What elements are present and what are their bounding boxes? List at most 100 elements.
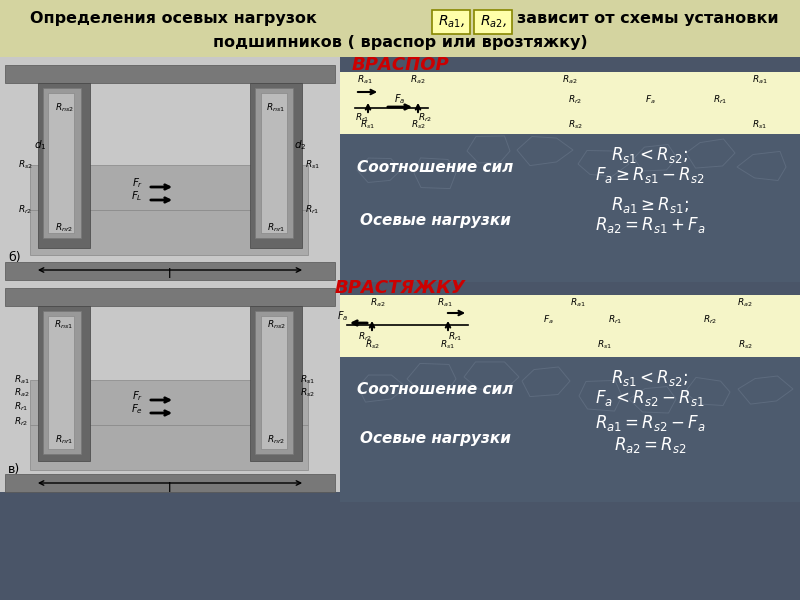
Bar bbox=[340, 357, 800, 502]
Text: $R_{nr2}$: $R_{nr2}$ bbox=[55, 222, 73, 234]
Text: $R_{r2}$: $R_{r2}$ bbox=[703, 314, 717, 326]
Text: $F_a \geq R_{s1} - R_{s2}$: $F_a \geq R_{s1} - R_{s2}$ bbox=[595, 165, 705, 185]
Text: $R_{a2} = R_{s2}$: $R_{a2} = R_{s2}$ bbox=[614, 435, 686, 455]
Text: $R_{r1}$: $R_{r1}$ bbox=[608, 314, 622, 326]
Text: $R_{s1} < R_{s2};$: $R_{s1} < R_{s2};$ bbox=[611, 145, 689, 165]
Text: Соотношение сил: Соотношение сил bbox=[357, 160, 513, 175]
Text: $R_{a1} \geq R_{s1};$: $R_{a1} \geq R_{s1};$ bbox=[611, 195, 689, 215]
Text: $R_{a2}$,: $R_{a2}$, bbox=[479, 14, 506, 30]
Bar bbox=[255, 88, 293, 238]
Bar bbox=[48, 93, 74, 233]
Text: $R_{s2}$: $R_{s2}$ bbox=[738, 339, 753, 351]
Text: зависит от схемы установки: зависит от схемы установки bbox=[517, 10, 778, 25]
Bar bbox=[261, 93, 287, 233]
Text: $R_{r2}$: $R_{r2}$ bbox=[358, 331, 372, 343]
Text: $R_{a2}$: $R_{a2}$ bbox=[370, 297, 386, 309]
Bar bbox=[5, 65, 335, 83]
Text: $R_{r1}$: $R_{r1}$ bbox=[448, 331, 462, 343]
Text: $R_{s2}$: $R_{s2}$ bbox=[300, 387, 315, 399]
Text: $F_r$: $F_r$ bbox=[132, 176, 143, 190]
Text: $R_{s2}$: $R_{s2}$ bbox=[410, 119, 426, 131]
Text: $R_{s2}$: $R_{s2}$ bbox=[18, 159, 33, 171]
Bar bbox=[48, 316, 74, 449]
Text: l: l bbox=[168, 269, 172, 281]
Bar bbox=[38, 83, 90, 248]
Text: $R_{s1}$: $R_{s1}$ bbox=[361, 119, 375, 131]
Bar bbox=[30, 165, 308, 210]
Text: $R_{r2}$: $R_{r2}$ bbox=[14, 416, 28, 428]
Text: $R_{r2}$: $R_{r2}$ bbox=[18, 204, 32, 216]
Text: $R_{ns1}$: $R_{ns1}$ bbox=[54, 319, 74, 331]
Bar bbox=[340, 134, 800, 282]
Text: $F_L$: $F_L$ bbox=[131, 189, 143, 203]
Text: ВРАСТЯЖКУ: ВРАСТЯЖКУ bbox=[334, 279, 466, 297]
Text: $F_a$: $F_a$ bbox=[542, 314, 554, 326]
Bar bbox=[5, 474, 335, 492]
Text: $R_{r2}$: $R_{r2}$ bbox=[568, 94, 582, 106]
Text: $R_{s1} < R_{s2};$: $R_{s1} < R_{s2};$ bbox=[611, 368, 689, 388]
Bar bbox=[432, 10, 470, 34]
Text: $F_a$: $F_a$ bbox=[645, 94, 655, 106]
Text: $d_2$: $d_2$ bbox=[294, 138, 306, 152]
Text: ВРАСПОР: ВРАСПОР bbox=[351, 56, 449, 74]
Bar bbox=[250, 306, 302, 461]
Bar bbox=[5, 262, 335, 280]
Bar bbox=[340, 72, 800, 134]
Text: $R_{s1}$: $R_{s1}$ bbox=[753, 119, 767, 131]
Text: $R_{s1}$: $R_{s1}$ bbox=[598, 339, 613, 351]
Text: $R_{nr1}$: $R_{nr1}$ bbox=[55, 434, 73, 446]
Text: l: l bbox=[168, 481, 172, 494]
Text: $R_{ns2}$: $R_{ns2}$ bbox=[266, 319, 286, 331]
Text: Определения осевых нагрузок: Определения осевых нагрузок bbox=[30, 10, 317, 25]
Text: $R_{s1}$: $R_{s1}$ bbox=[300, 374, 315, 386]
Bar bbox=[30, 425, 308, 470]
Bar bbox=[250, 83, 302, 248]
Text: подшипников ( враспор или врозтяжку): подшипников ( враспор или врозтяжку) bbox=[213, 34, 587, 49]
Text: $R_{a1}$: $R_{a1}$ bbox=[357, 74, 373, 86]
Bar bbox=[43, 311, 81, 454]
Text: Осевые нагрузки: Осевые нагрузки bbox=[359, 431, 510, 445]
Bar bbox=[30, 210, 308, 255]
Text: $R_{a1} = R_{s2} - F_a$: $R_{a1} = R_{s2} - F_a$ bbox=[594, 413, 706, 433]
Text: $R_{a1}$: $R_{a1}$ bbox=[14, 374, 30, 386]
Text: $F_a$: $F_a$ bbox=[338, 309, 349, 323]
Text: $R_{nr1}$: $R_{nr1}$ bbox=[267, 222, 285, 234]
Text: $R_{r1}$: $R_{r1}$ bbox=[305, 204, 319, 216]
Bar bbox=[474, 10, 512, 34]
Text: $F_a$: $F_a$ bbox=[394, 92, 406, 106]
Text: $R_{a1}$: $R_{a1}$ bbox=[752, 74, 768, 86]
Text: $R_{s2}$: $R_{s2}$ bbox=[365, 339, 379, 351]
Text: Осевые нагрузки: Осевые нагрузки bbox=[359, 212, 510, 227]
Bar bbox=[5, 288, 335, 306]
Text: $R_{a1}$: $R_{a1}$ bbox=[437, 297, 453, 309]
Text: $R_{a2}$: $R_{a2}$ bbox=[14, 387, 30, 399]
Text: $R_{a1}$,: $R_{a1}$, bbox=[438, 14, 465, 30]
Text: б): б) bbox=[8, 251, 21, 265]
Text: $R_{s1}$: $R_{s1}$ bbox=[305, 159, 320, 171]
Bar bbox=[255, 311, 293, 454]
Text: $R_{ns1}$: $R_{ns1}$ bbox=[266, 102, 286, 114]
Text: в): в) bbox=[8, 463, 20, 476]
Text: $F_r$: $F_r$ bbox=[132, 389, 143, 403]
Text: $F_a < R_{s2} - R_{s1}$: $F_a < R_{s2} - R_{s1}$ bbox=[595, 388, 705, 408]
Text: $R_{a2}$: $R_{a2}$ bbox=[738, 297, 753, 309]
Text: $R_{nr2}$: $R_{nr2}$ bbox=[267, 434, 285, 446]
Bar bbox=[0, 57, 340, 282]
Text: $R_{r1}$: $R_{r1}$ bbox=[355, 112, 369, 124]
Bar bbox=[261, 316, 287, 449]
Text: $R_{r1}$: $R_{r1}$ bbox=[14, 401, 28, 413]
Bar bbox=[0, 282, 340, 492]
Bar bbox=[340, 295, 800, 357]
Text: $R_{ns2}$: $R_{ns2}$ bbox=[54, 102, 74, 114]
Text: $R_{r2}$: $R_{r2}$ bbox=[418, 112, 432, 124]
Text: $R_{s2}$: $R_{s2}$ bbox=[567, 119, 582, 131]
Bar bbox=[38, 306, 90, 461]
Bar bbox=[0, 0, 800, 57]
Text: $R_{s1}$: $R_{s1}$ bbox=[441, 339, 455, 351]
Text: $R_{a2}$: $R_{a2}$ bbox=[410, 74, 426, 86]
Text: $R_{a2} = R_{s1} + F_a$: $R_{a2} = R_{s1} + F_a$ bbox=[594, 215, 706, 235]
Text: $R_{a2}$: $R_{a2}$ bbox=[562, 74, 578, 86]
Text: Соотношение сил: Соотношение сил bbox=[357, 383, 513, 397]
Bar bbox=[30, 380, 308, 425]
Text: $R_{r1}$: $R_{r1}$ bbox=[713, 94, 727, 106]
